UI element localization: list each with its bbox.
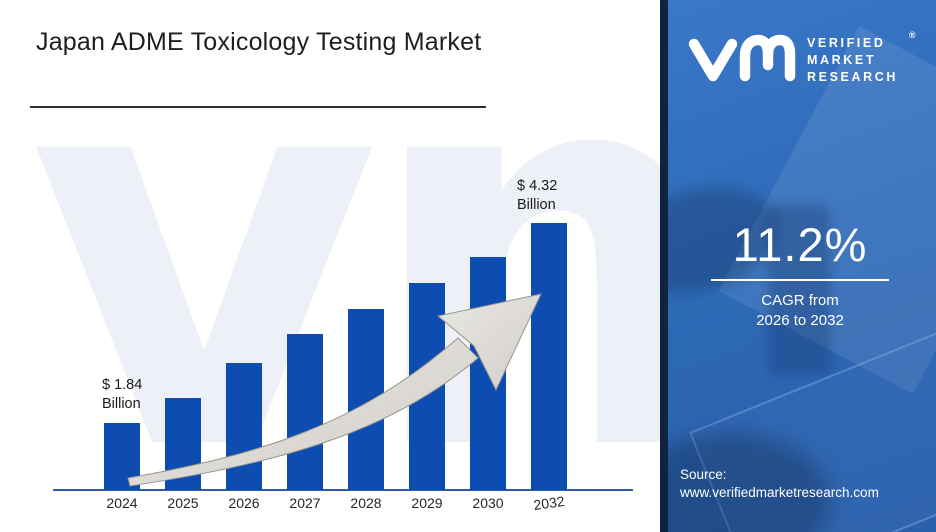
cagr-caption-line1: CAGR from <box>761 292 839 310</box>
vmr-logo: VERIFIED MARKET RESEARCH ® <box>685 28 917 90</box>
x-tick-label-2025: 2025 <box>167 495 199 511</box>
title-underline <box>30 106 486 108</box>
value-label-2032: $ 4.32 Billion <box>517 177 557 215</box>
x-tick-label-2032: 2032 <box>532 492 566 514</box>
source-label: Source: <box>680 467 727 482</box>
bar-2028 <box>348 309 384 490</box>
value-label-2024: $ 1.84 Billion <box>102 376 142 414</box>
bar-2030 <box>470 257 506 490</box>
cagr-value: 11.2% <box>732 218 868 271</box>
bar-2024 <box>104 423 140 490</box>
bar-2025 <box>165 398 201 490</box>
value-label-2032-amount: $ 4.32 <box>517 178 558 194</box>
panel-left-stripe <box>660 0 668 532</box>
bar-chart: $ 1.84 Billion $ 4.32 Billion 2024 2025 20… <box>53 177 633 514</box>
x-tick-label-2030: 2030 <box>472 495 504 511</box>
brand-wordmark: VERIFIED MARKET RESEARCH <box>807 35 898 85</box>
x-tick-label-2028: 2028 <box>350 495 382 511</box>
vm-monogram-icon <box>688 34 796 82</box>
brand-line-research: RESEARCH <box>807 69 898 84</box>
source-block: Source: www.verifiedmarketresearch.com <box>680 466 879 502</box>
page-title: Japan ADME Toxicology Testing Market <box>36 28 482 56</box>
cagr-caption: CAGR from 2026 to 2032 <box>680 291 920 330</box>
brand-panel: VERIFIED MARKET RESEARCH ® 11.2% CAGR fr… <box>660 0 936 532</box>
brand-line-market: MARKET <box>807 52 877 67</box>
cagr-caption-line2: 2026 to 2032 <box>756 311 844 329</box>
x-tick-label-2024: 2024 <box>106 495 138 511</box>
cagr-divider <box>711 279 889 282</box>
chart-section: vm Japan ADME Toxicology Testing Market … <box>28 0 660 532</box>
value-label-2032-unit: Billion <box>517 197 556 214</box>
bar-2027 <box>287 334 323 490</box>
source-url: www.verifiedmarketresearch.com <box>680 485 879 501</box>
bar-2032 <box>531 223 567 490</box>
x-tick-label-2026: 2026 <box>228 495 260 511</box>
value-label-2024-unit: Billion <box>102 396 141 413</box>
x-axis-line <box>53 489 633 491</box>
cagr-block: 11.2% CAGR from 2026 to 2032 <box>680 220 920 330</box>
brand-line-verified: VERIFIED <box>807 36 886 50</box>
bar-2026 <box>226 363 262 490</box>
value-label-2024-amount: $ 1.84 <box>102 377 143 393</box>
x-tick-label-2029: 2029 <box>411 495 443 511</box>
x-tick-label-2027: 2027 <box>289 495 321 511</box>
photo-overlay-bottle-silhouette <box>768 205 830 375</box>
bar-2029 <box>409 283 445 490</box>
registered-trademark-symbol: ® <box>909 30 916 40</box>
